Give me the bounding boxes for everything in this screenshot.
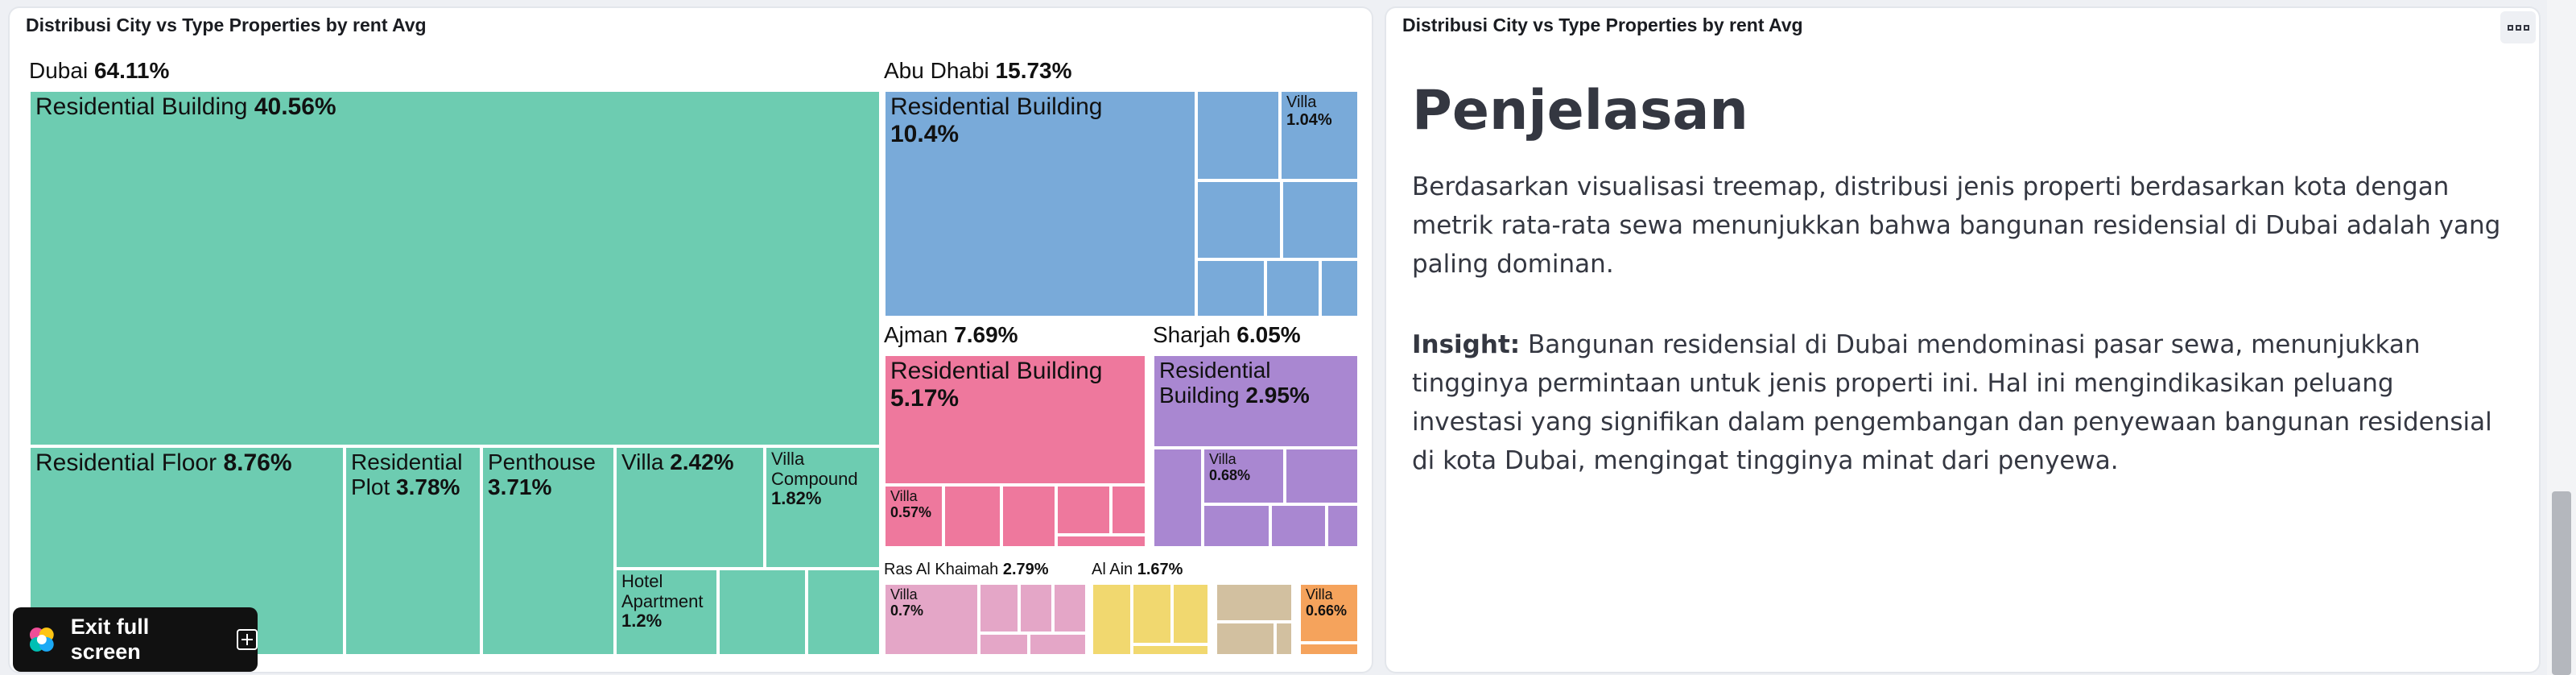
cell-label: Villa 0.57% [890, 488, 932, 521]
treemap-cell-dubai-villa[interactable]: Villa 2.42% [615, 446, 765, 569]
cell-label: Villa 0.7% [890, 586, 924, 619]
menu-dot-icon [2523, 24, 2529, 31]
cell-label: Hotel Apartment 1.2% [621, 571, 704, 632]
treemap-cell-dubai-penthouse[interactable]: Penthouse 3.71% [481, 446, 615, 656]
treemap-cell-dubai-other[interactable] [718, 569, 807, 656]
exit-full-screen-label: Exit full screen [70, 615, 150, 664]
treemap-cell-other-group[interactable] [1299, 643, 1359, 656]
cell-label: Penthouse 3.71% [488, 449, 596, 500]
explanation-paragraph: Berdasarkan visualisasi treemap, distrib… [1412, 172, 2501, 279]
cell-label: Villa 1.04% [1286, 93, 1332, 130]
treemap-cell-sharjah-villa[interactable]: Villa 0.68% [1203, 448, 1285, 504]
treemap-cell-dubai-villa-compound[interactable]: Villa Compound 1.82% [765, 446, 881, 569]
treemap-cell-abu-dhabi-other[interactable] [1196, 90, 1280, 180]
treemap-cell-al-ain-other[interactable] [1132, 644, 1209, 656]
menu-dot-icon [2507, 24, 2513, 31]
treemap-cell-sharjah-residential-building[interactable]: Residential Building 2.95% [1153, 354, 1359, 448]
treemap-cell-dubai-residential-building[interactable]: Residential Building 40.56% [29, 90, 881, 446]
treemap-cell-dubai-other[interactable] [807, 569, 881, 656]
treemap-cell-ras-al-khaimah-other[interactable] [1019, 583, 1053, 633]
treemap-cell-abu-dhabi-other[interactable] [1196, 259, 1265, 317]
treemap-cell-abu-dhabi-other[interactable] [1196, 180, 1282, 259]
panel-title: Distribusi City vs Type Properties by re… [1402, 14, 1803, 35]
treemap-cell-ajman-other[interactable] [1056, 485, 1111, 535]
menu-dot-icon [2515, 24, 2521, 31]
insight-paragraph: Insight: Bangunan residensial di Dubai m… [1412, 325, 2507, 480]
treemap-cell-sharjah-other[interactable] [1203, 504, 1270, 548]
explanation-panel: Distribusi City vs Type Properties by re… [1386, 8, 2539, 672]
treemap-cell-sharjah-other[interactable] [1327, 504, 1359, 548]
treemap-cell-al-ain-other[interactable] [1132, 583, 1172, 644]
treemap-cell-dubai-hotel-apartment[interactable]: Hotel Apartment 1.2% [615, 569, 718, 656]
treemap-cell-ras-al-khaimah-villa[interactable]: Villa 0.7% [884, 583, 979, 656]
cell-label: Residential Plot 3.78% [351, 449, 463, 500]
insight-text: Bangunan residensial di Dubai mendominas… [1412, 330, 2492, 475]
cell-label: Residential Floor 8.76% [35, 449, 292, 476]
group-label-ajman: Ajman 7.69% [884, 322, 1018, 347]
treemap-cell-ajman-other[interactable] [1001, 485, 1056, 548]
treemap-cell-abu-dhabi-other[interactable] [1320, 259, 1359, 317]
treemap-cell-other-group[interactable] [1275, 622, 1293, 656]
treemap-cell-al-ain-other[interactable] [1172, 583, 1209, 644]
treemap-cell-ajman-other[interactable] [1056, 535, 1146, 548]
treemap-cell-other-group[interactable] [1216, 583, 1293, 622]
cell-label: Residential Building 5.17% [890, 358, 1103, 412]
cell-label: Villa 0.66% [1306, 586, 1348, 619]
cell-label: Residential Building 40.56% [35, 93, 336, 120]
treemap-cell-other-group[interactable] [1216, 622, 1275, 656]
fullscreen-exit-icon [237, 629, 258, 650]
treemap-cell-other-villa[interactable]: Villa 0.66% [1299, 583, 1359, 643]
exit-full-screen-button[interactable]: Exit full screen [13, 607, 258, 672]
treemap-cell-sharjah-other[interactable] [1285, 448, 1359, 504]
treemap-cell-sharjah-other[interactable] [1270, 504, 1327, 548]
insight-label: Insight: [1412, 330, 1521, 359]
cell-label: Villa Compound 1.82% [771, 449, 858, 509]
treemap-cell-ajman-residential-building[interactable]: Residential Building 5.17% [884, 354, 1146, 485]
elastic-logo-icon [29, 627, 54, 652]
group-label-al-ain: Al Ain 1.67% [1092, 561, 1183, 578]
cell-label: Villa 2.42% [621, 449, 734, 474]
treemap-cell-abu-dhabi-residential-building[interactable]: Residential Building 10.4% [884, 90, 1196, 317]
treemap-cell-al-ain-other[interactable] [1092, 583, 1132, 656]
cell-label: Residential Building 2.95% [1159, 358, 1310, 408]
treemap-cell-ajman-other[interactable] [1111, 485, 1146, 535]
treemap-cell-ras-al-khaimah-other[interactable] [1053, 583, 1087, 633]
treemap-cell-sharjah-other[interactable] [1153, 448, 1203, 548]
treemap-cell-ajman-villa[interactable]: Villa 0.57% [884, 485, 943, 548]
explanation-heading: Penjelasan [1412, 79, 1748, 143]
treemap-cell-ras-al-khaimah-other[interactable] [979, 633, 1029, 656]
treemap-cell-abu-dhabi-other[interactable] [1282, 180, 1359, 259]
group-label-abu-dhabi: Abu Dhabi 15.73% [884, 58, 1072, 83]
treemap-cell-abu-dhabi-villa[interactable]: Villa 1.04% [1280, 90, 1359, 180]
cell-label: Villa 0.68% [1209, 451, 1251, 484]
group-label-ras-al-khaimah: Ras Al Khaimah 2.79% [884, 561, 1049, 578]
treemap-cell-ras-al-khaimah-other[interactable] [979, 583, 1019, 633]
group-label-sharjah: Sharjah 6.05% [1153, 322, 1301, 347]
panel-title: Distribusi City vs Type Properties by re… [26, 14, 427, 35]
panel-menu-button[interactable] [2500, 11, 2536, 43]
treemap-cell-ajman-other[interactable] [943, 485, 1001, 548]
treemap-cell-dubai-residential-plot[interactable]: Residential Plot 3.78% [345, 446, 481, 656]
group-label-dubai: Dubai 64.11% [29, 58, 170, 83]
cell-label: Residential Building 10.4% [890, 93, 1103, 147]
treemap-cell-ras-al-khaimah-other[interactable] [1029, 633, 1087, 656]
treemap-cell-abu-dhabi-other[interactable] [1265, 259, 1320, 317]
scrollbar-thumb[interactable] [2552, 491, 2571, 675]
